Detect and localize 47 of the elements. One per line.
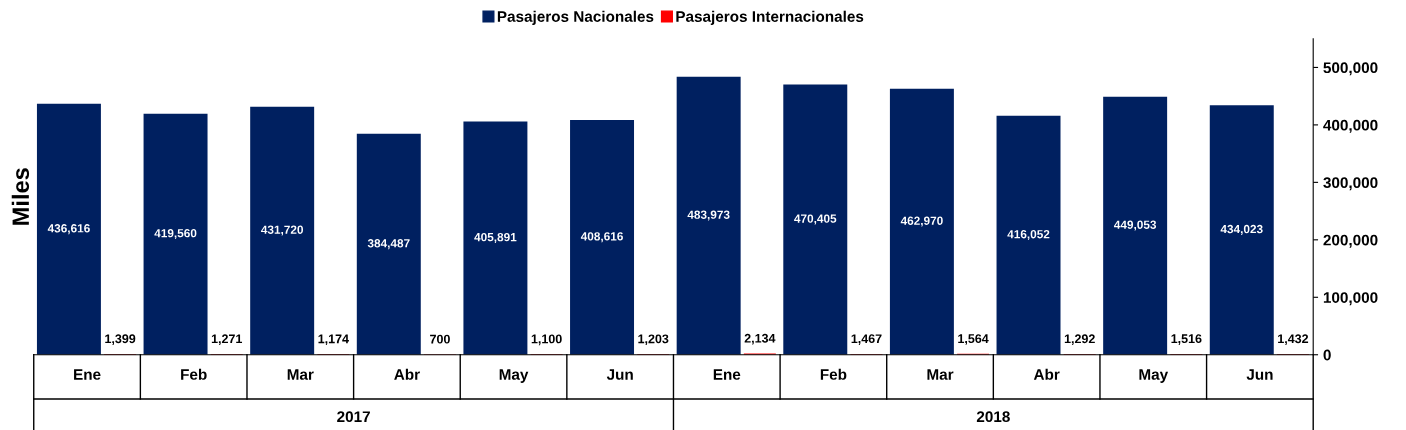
x-tick-label: Feb — [820, 368, 847, 380]
data-label: 384,487 — [367, 239, 410, 250]
data-label: 1,399 — [105, 334, 136, 345]
y-tick-label: 500,000 — [1323, 62, 1378, 76]
data-label: 700 — [430, 334, 450, 344]
data-label: 1,432 — [1278, 334, 1309, 345]
data-label: 436,616 — [47, 224, 90, 235]
data-label: 1,516 — [1171, 334, 1202, 345]
x-tick-label: Feb — [181, 368, 207, 380]
y-tick-label: 0 — [1323, 349, 1331, 361]
data-label: 1,467 — [851, 334, 882, 345]
data-label: 408,616 — [580, 232, 623, 243]
x-tick-label: May — [1139, 369, 1169, 383]
data-label: 1,203 — [638, 334, 669, 346]
text: 2017 — [337, 411, 370, 423]
data-label: 483,973 — [687, 210, 730, 221]
legend-label: Pasajeros Nacionales — [497, 10, 654, 25]
text: 2018 — [976, 411, 1010, 423]
x-tick-label: Ene — [713, 369, 741, 380]
x-tick-label: Jun — [1246, 369, 1273, 380]
x-tick-label: Abr — [394, 368, 420, 380]
x-tick-label: Ene — [74, 369, 101, 380]
x-tick-label: Abr — [1033, 368, 1060, 380]
data-label: 470,405 — [794, 214, 837, 225]
data-label: 405,891 — [474, 232, 517, 244]
data-label: 449,053 — [1113, 220, 1157, 231]
data-label: 1,271 — [211, 334, 243, 346]
data-label: 2,134 — [744, 333, 776, 345]
data-label: 434,023 — [1220, 224, 1263, 235]
data-label: 416,052 — [1007, 230, 1050, 241]
x-tick-label: Jun — [606, 369, 633, 380]
data-label: 419,560 — [154, 229, 197, 240]
data-label: 1,174 — [318, 334, 349, 346]
x-tick-label: May — [499, 369, 529, 383]
x-tick-label: Mar — [927, 369, 954, 380]
x-tick-label: Mar — [287, 369, 314, 380]
y-tick-label: 200,000 — [1323, 234, 1378, 248]
y-tick-label: 400,000 — [1323, 119, 1378, 133]
data-label: 462,970 — [900, 216, 943, 227]
data-label: 1,564 — [958, 334, 989, 345]
legend-label: Pasajeros Internacionales — [676, 10, 864, 25]
y-tick-label: 300,000 — [1323, 177, 1378, 191]
data-label: 1,292 — [1064, 334, 1095, 346]
y-tick-label: 100,000 — [1323, 292, 1378, 306]
data-label: 1,100 — [531, 334, 562, 346]
y-axis-title: Miles — [11, 168, 30, 225]
data-label: 431,720 — [261, 225, 304, 236]
